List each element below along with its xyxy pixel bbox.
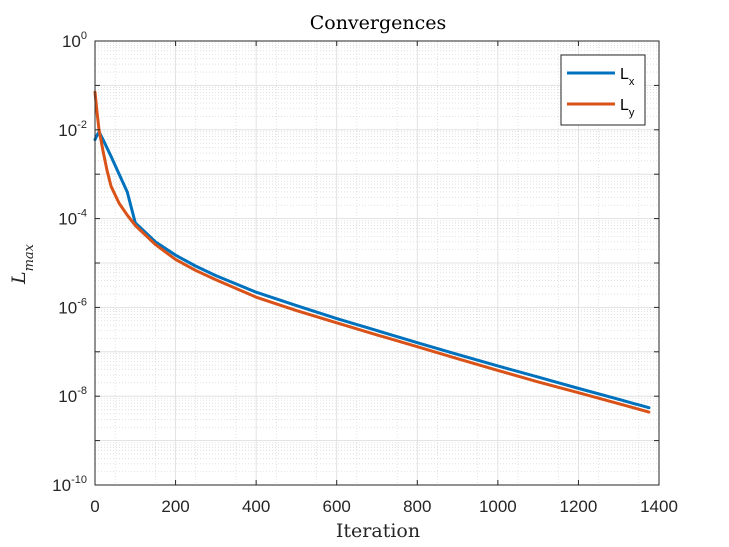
y-axis-label: Lmax <box>8 243 37 285</box>
x-tick-label: 600 <box>323 497 351 516</box>
y-tick-label: 10-2 <box>58 119 87 140</box>
x-tick-label: 1400 <box>640 497 678 516</box>
series-line-lx <box>93 130 651 410</box>
y-tick-label: 10-8 <box>58 385 87 406</box>
y-tick-label: 100 <box>62 30 87 51</box>
y-tick-label: 10-10 <box>52 474 87 495</box>
series-line-ly <box>93 90 651 414</box>
y-tick-label: 10-4 <box>58 208 87 229</box>
chart-title: Convergences <box>310 12 447 34</box>
x-tick-label: 200 <box>161 497 189 516</box>
x-tick-label: 1000 <box>479 497 517 516</box>
axis-ticks: 0 200 400 600 800 1000 1200 1400 10-10 10-8 10-6 10… <box>52 30 678 516</box>
x-tick-label: 0 <box>90 497 99 516</box>
legend: Lx Ly <box>560 54 646 126</box>
y-tick-label: 10-6 <box>58 296 87 317</box>
x-tick-label: 800 <box>403 497 431 516</box>
legend-box <box>560 54 646 126</box>
legend-label-lx: Lx <box>620 66 635 88</box>
y-axis-label-main: L <box>8 271 30 285</box>
series-layer <box>93 90 651 414</box>
minor-grid <box>95 41 659 485</box>
x-axis-label: Iteration <box>336 520 420 542</box>
y-axis-label-sub: max <box>22 243 37 271</box>
x-tick-label: 400 <box>242 497 270 516</box>
x-tick-label: 1200 <box>560 497 598 516</box>
legend-label-ly: Ly <box>620 97 635 119</box>
